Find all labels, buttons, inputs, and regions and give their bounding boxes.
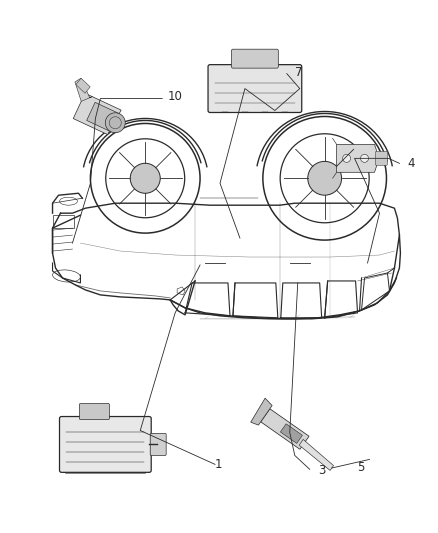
FancyBboxPatch shape bbox=[79, 403, 110, 419]
Circle shape bbox=[343, 155, 350, 163]
Polygon shape bbox=[337, 144, 377, 172]
Polygon shape bbox=[251, 398, 272, 425]
Text: 4: 4 bbox=[407, 157, 415, 170]
Text: 7: 7 bbox=[295, 66, 302, 79]
Polygon shape bbox=[73, 93, 121, 134]
Text: 1: 1 bbox=[215, 458, 223, 471]
FancyBboxPatch shape bbox=[150, 433, 166, 455]
Circle shape bbox=[308, 161, 342, 195]
Polygon shape bbox=[87, 102, 120, 131]
Text: 5: 5 bbox=[357, 461, 365, 474]
Circle shape bbox=[130, 163, 160, 193]
Polygon shape bbox=[280, 424, 302, 443]
FancyBboxPatch shape bbox=[375, 151, 388, 165]
Polygon shape bbox=[75, 78, 92, 101]
Circle shape bbox=[360, 155, 368, 163]
Polygon shape bbox=[261, 409, 309, 449]
Text: 10: 10 bbox=[168, 90, 183, 103]
Polygon shape bbox=[76, 78, 90, 93]
Polygon shape bbox=[299, 439, 334, 471]
FancyBboxPatch shape bbox=[231, 49, 278, 68]
FancyBboxPatch shape bbox=[208, 64, 302, 112]
Text: 3: 3 bbox=[318, 464, 325, 477]
Circle shape bbox=[105, 113, 125, 133]
FancyBboxPatch shape bbox=[60, 416, 151, 472]
